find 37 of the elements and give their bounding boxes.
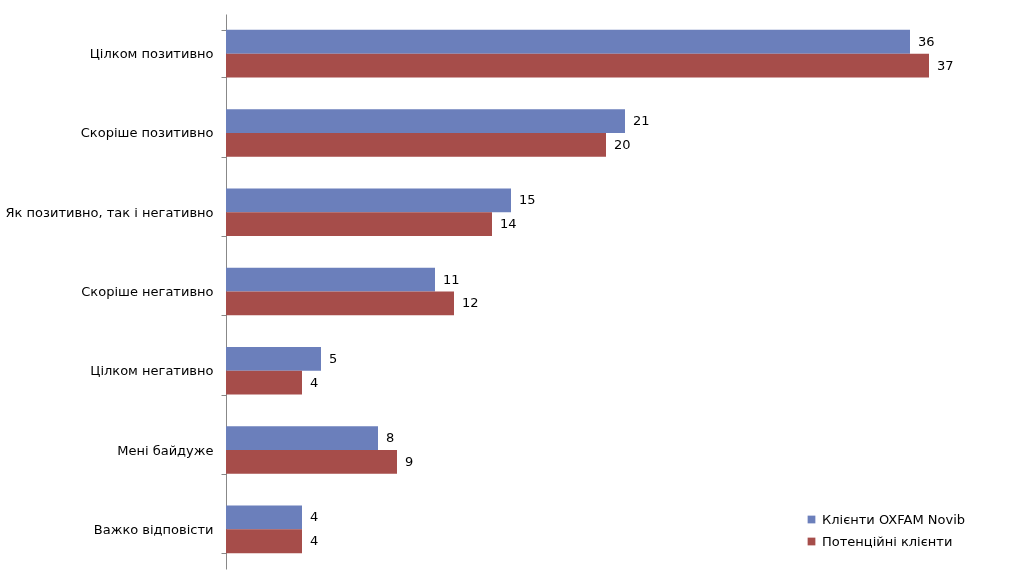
bar [226,450,397,474]
y-tick-label: Як позитивно, так і негативно [5,204,214,220]
y-tick-label: Скоріше негативно [81,284,214,299]
data-label: 36 [918,33,935,49]
bar [226,426,378,451]
legend-label: Потенційні клієнти [822,533,953,549]
data-label: 4 [310,374,319,390]
bar [226,109,625,133]
legend-label: Клієнти OXFAM Novib [822,511,966,527]
data-label: 9 [405,453,414,469]
y-tick-label: Важко відповісти [93,521,214,537]
bar [226,267,435,292]
y-tick-label: Цілком негативно [90,363,214,379]
data-label: 20 [614,136,631,152]
data-label: 4 [310,509,319,525]
bar [226,505,302,530]
data-label: 21 [633,113,650,129]
bar [226,29,910,54]
bar [226,529,302,554]
data-label: 5 [329,350,338,366]
data-label: 37 [937,57,954,73]
bar [226,212,492,236]
data-label: 12 [462,295,479,311]
y-tick-label: Цілком позитивно [89,46,214,62]
bar [226,291,454,316]
data-label: 15 [519,192,536,208]
data-label: 14 [500,216,517,232]
data-label: 11 [443,271,460,287]
data-label: 4 [310,533,319,549]
bar [226,132,606,157]
y-tick-label: Скоріше позитивно [80,125,214,141]
y-tick-label: Мені байдуже [117,442,214,458]
bar [226,370,302,395]
bar [226,53,929,78]
data-label: 8 [386,430,395,446]
bar [226,188,511,213]
bar [226,347,321,371]
